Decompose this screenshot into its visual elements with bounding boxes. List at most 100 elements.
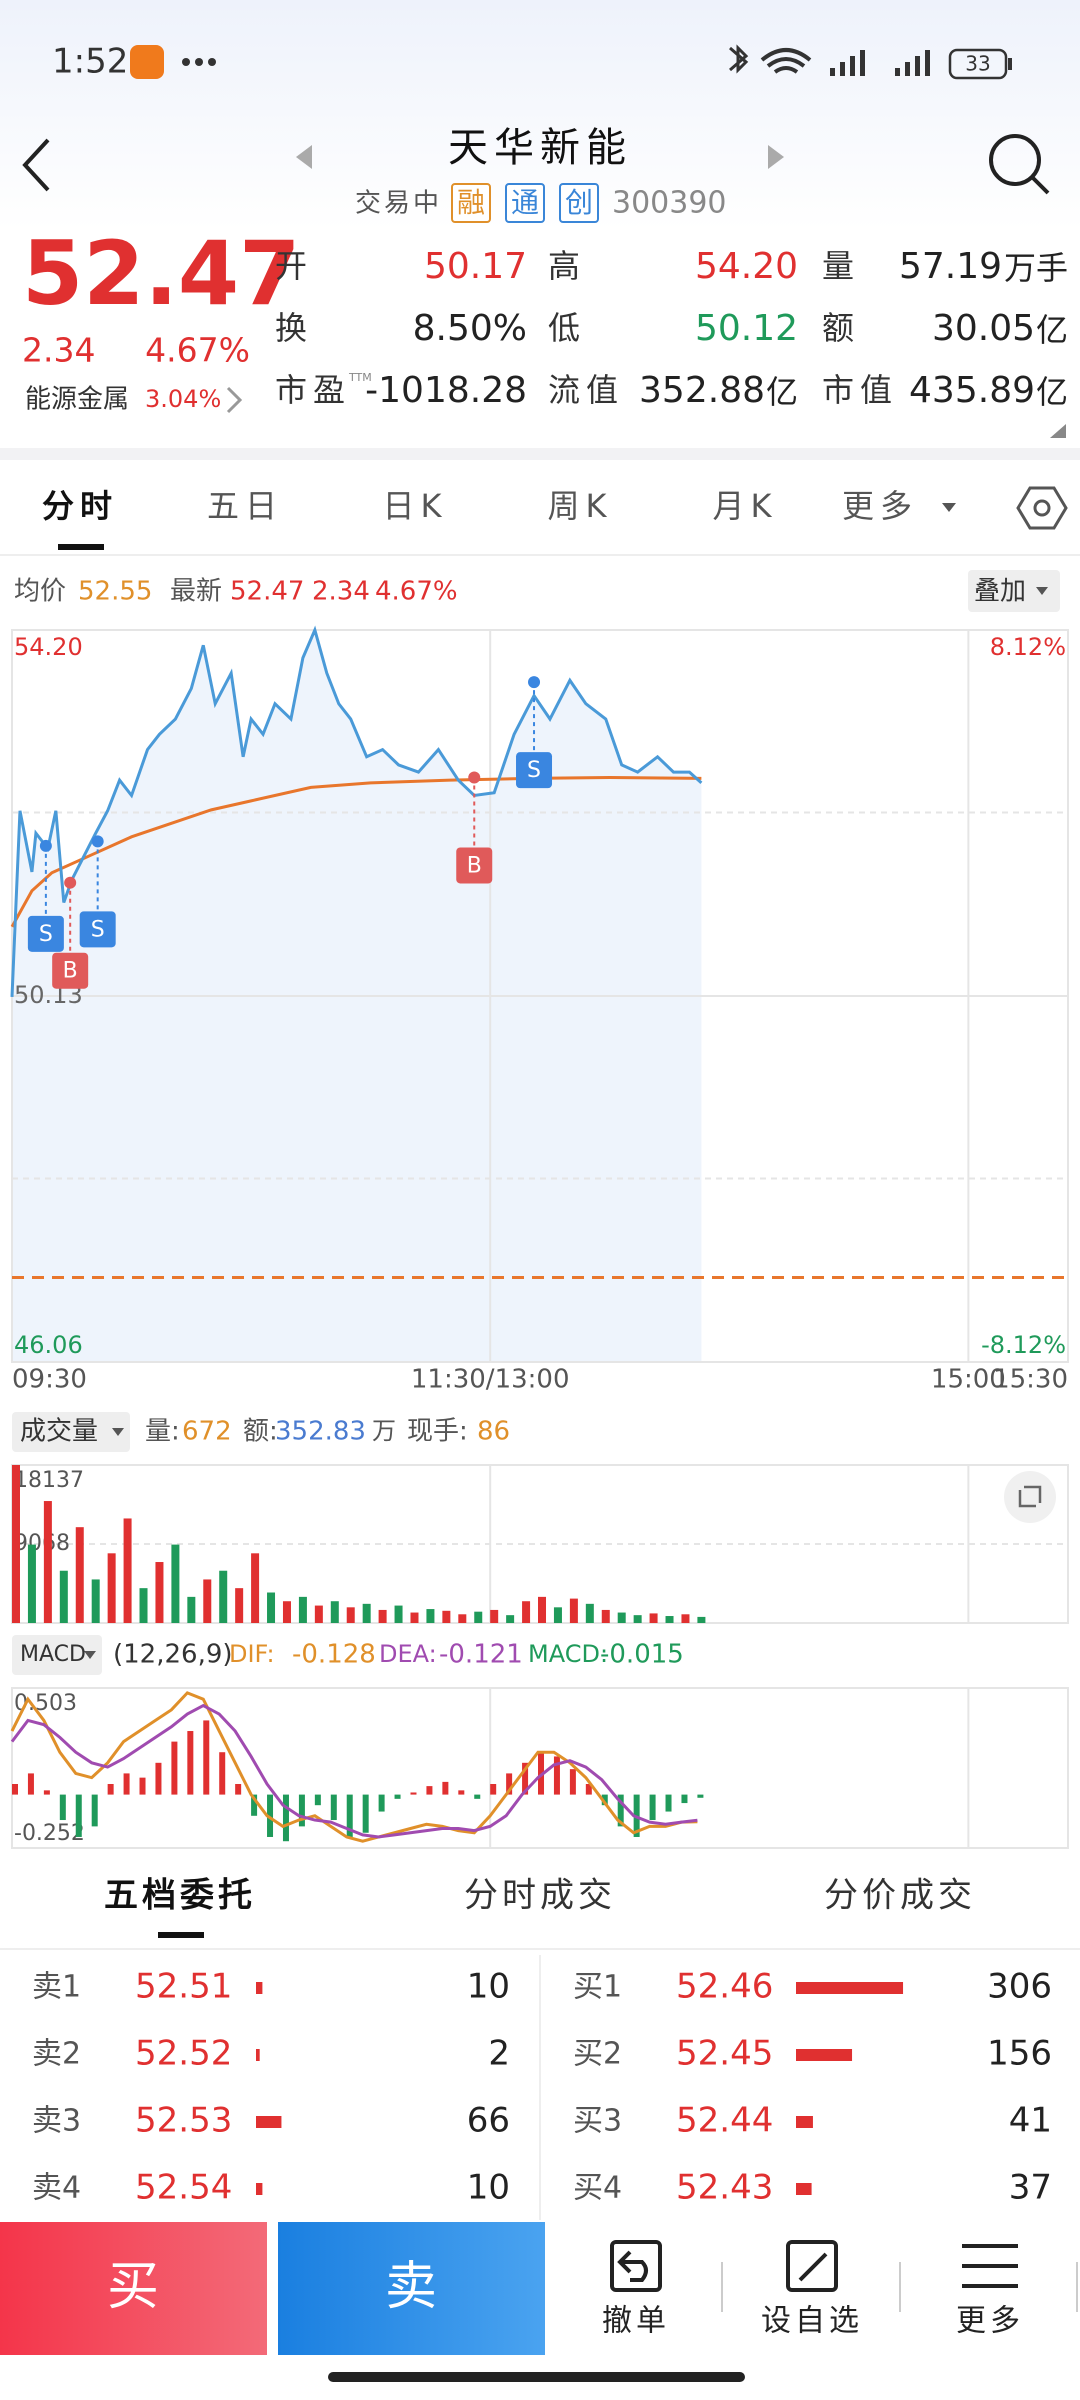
macd-bar bbox=[649, 1794, 656, 1821]
separator bbox=[0, 448, 1080, 460]
macd-caret bbox=[84, 1651, 96, 1659]
book-level: 买3 bbox=[573, 2104, 622, 2139]
macd-bar bbox=[697, 1794, 704, 1798]
book-divider bbox=[0, 1948, 1080, 1950]
x-tick-label: 15:00 bbox=[931, 1365, 1006, 1395]
macd-bar bbox=[553, 1756, 560, 1795]
stat-label: 市盈 bbox=[275, 371, 351, 409]
battery-tip bbox=[1008, 58, 1012, 70]
cancel-icon[interactable] bbox=[610, 2240, 662, 2292]
macd-bar bbox=[155, 1762, 162, 1795]
watchlist-icon[interactable] bbox=[786, 2240, 838, 2292]
stat-value: 50.12 bbox=[695, 308, 798, 349]
volume-bar bbox=[330, 1601, 339, 1623]
macd-bar bbox=[394, 1794, 401, 1799]
macd-bar bbox=[410, 1792, 417, 1795]
macd-bar bbox=[282, 1794, 289, 1842]
search-button[interactable] bbox=[989, 134, 1050, 195]
book-tab[interactable]: 分时成交 bbox=[464, 1876, 616, 1916]
macd-bar bbox=[378, 1794, 385, 1812]
macd-bar bbox=[681, 1794, 688, 1804]
amount-label: 额: bbox=[243, 1417, 278, 1447]
stat-unit: 亿 bbox=[766, 373, 798, 411]
book-qty: 10 bbox=[467, 2168, 510, 2208]
y2-tick-label: -8.12% bbox=[981, 1331, 1066, 1359]
chart-tab[interactable]: 日K bbox=[383, 487, 448, 525]
expand-corner bbox=[1050, 424, 1066, 438]
book-bar bbox=[256, 2116, 282, 2128]
stat-value: 352.88 bbox=[639, 370, 765, 411]
macd-bar bbox=[458, 1790, 465, 1795]
macd-bar bbox=[59, 1794, 66, 1821]
chart-tab[interactable]: 五日 bbox=[207, 487, 283, 525]
volume-bar bbox=[282, 1601, 291, 1623]
fullscreen-button[interactable] bbox=[1004, 1471, 1056, 1523]
stat-value: 435.89 bbox=[909, 370, 1035, 411]
volume-bar bbox=[203, 1579, 212, 1623]
book-tab[interactable]: 五档委托 bbox=[104, 1876, 256, 1916]
action-label[interactable]: 撤单 bbox=[602, 2304, 670, 2339]
settings-dot bbox=[1033, 499, 1051, 517]
volume-bar bbox=[298, 1596, 307, 1623]
price-line bbox=[10, 625, 703, 997]
overlay-button[interactable] bbox=[968, 570, 1060, 612]
buy-label[interactable]: 买 bbox=[107, 2257, 159, 2317]
macd-bar bbox=[362, 1794, 369, 1833]
chart-tab[interactable]: 周K bbox=[548, 487, 613, 525]
macd-value: -0.015 bbox=[600, 1640, 684, 1670]
back-button[interactable] bbox=[22, 138, 50, 192]
volume-selector[interactable] bbox=[12, 1412, 130, 1452]
prev-stock[interactable] bbox=[296, 145, 312, 169]
volume-bar bbox=[171, 1544, 180, 1623]
sell-label[interactable]: 卖 bbox=[385, 2257, 437, 2317]
sector-name[interactable]: 能源金属 bbox=[25, 385, 129, 415]
action-label[interactable]: 设自选 bbox=[761, 2304, 863, 2339]
dea-line bbox=[10, 1703, 698, 1839]
macd-bar bbox=[203, 1720, 210, 1795]
macd-tick-label: 0.503 bbox=[14, 1691, 77, 1716]
macd-bar bbox=[314, 1794, 321, 1806]
chart-tab[interactable]: 分时 bbox=[42, 487, 118, 525]
volume-bar bbox=[601, 1609, 610, 1623]
buy-button[interactable] bbox=[0, 2222, 267, 2355]
home-indicator bbox=[328, 2372, 745, 2382]
x-tick-label: 09:30 bbox=[12, 1365, 87, 1395]
volume-bar bbox=[346, 1607, 355, 1623]
trade-box bbox=[456, 847, 493, 884]
avg-label: 均价 bbox=[14, 577, 66, 607]
chart-tab[interactable]: 更多 bbox=[842, 487, 918, 525]
volume-caret bbox=[112, 1428, 124, 1436]
stat-label: 换 bbox=[275, 309, 307, 347]
action-divider bbox=[899, 2262, 901, 2312]
tab-divider bbox=[0, 554, 1080, 556]
stock-code: 300390 bbox=[612, 186, 727, 221]
more-caret bbox=[942, 503, 956, 512]
settings-button[interactable] bbox=[1016, 486, 1068, 530]
app-icon bbox=[130, 45, 164, 79]
trade-box bbox=[27, 915, 64, 952]
volume-bar bbox=[490, 1609, 499, 1623]
battery-icon bbox=[948, 48, 1008, 80]
more-icon[interactable] bbox=[962, 2244, 1018, 2288]
macd-bar bbox=[123, 1773, 130, 1795]
more-dots bbox=[182, 58, 216, 66]
sell-button[interactable] bbox=[278, 2222, 545, 2355]
y2-tick-label: 8.12% bbox=[990, 633, 1066, 661]
next-stock[interactable] bbox=[768, 145, 784, 169]
trade-box bbox=[52, 952, 89, 989]
volume-bar bbox=[522, 1601, 531, 1623]
book-tab[interactable]: 分价成交 bbox=[824, 1876, 976, 1916]
dif-value: -0.128 bbox=[292, 1640, 376, 1670]
stat-sup: TTM bbox=[348, 371, 372, 384]
chart-tab[interactable]: 月K bbox=[713, 487, 778, 525]
macd-selector[interactable] bbox=[12, 1635, 102, 1675]
tag: 创 bbox=[565, 186, 593, 219]
action-label[interactable]: 更多 bbox=[956, 2304, 1024, 2339]
trade-label: B bbox=[467, 853, 482, 878]
pct-value: 4.67% bbox=[375, 577, 458, 607]
macd-bar bbox=[107, 1784, 114, 1795]
stat-label: 额 bbox=[822, 309, 854, 347]
volume-bar bbox=[107, 1553, 116, 1623]
volume-bar bbox=[139, 1588, 148, 1623]
book-price: 52.54 bbox=[135, 2168, 232, 2208]
